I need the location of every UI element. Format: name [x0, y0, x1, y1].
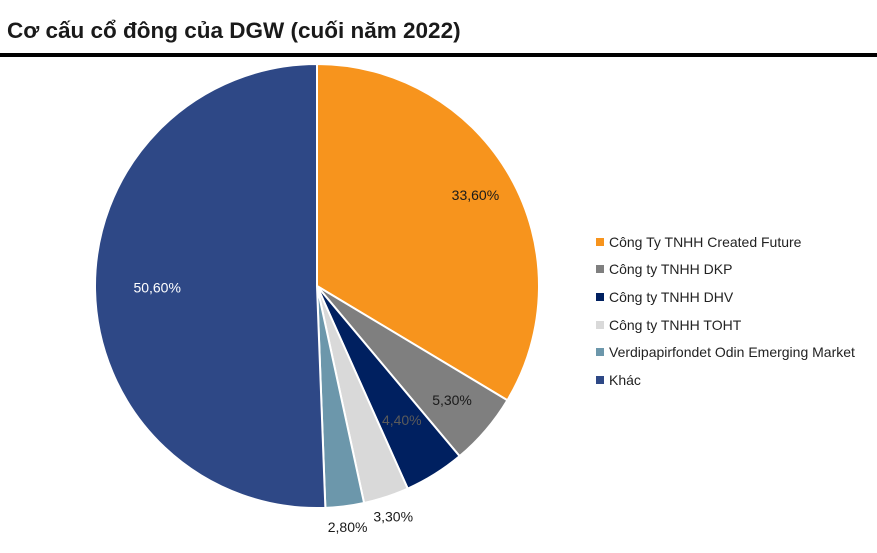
legend-item: Verdipapirfondet Odin Emerging Market	[596, 338, 855, 366]
legend-label: Verdipapirfondet Odin Emerging Market	[609, 344, 855, 361]
slice-data-label: 50,60%	[133, 280, 180, 296]
legend: Công Ty TNHH Created Future Công ty TNHH …	[596, 228, 855, 394]
legend-label: Công Ty TNHH Created Future	[609, 233, 802, 250]
legend-item: Công Ty TNHH Created Future	[596, 228, 855, 256]
legend-item: Công ty TNHH DHV	[596, 283, 855, 311]
legend-item: Công ty TNHH TOHT	[596, 311, 855, 339]
legend-swatch	[596, 237, 604, 246]
pie-slice	[94, 62, 327, 509]
legend-swatch	[596, 348, 604, 357]
chart-title: Cơ cấu cổ đông của DGW (cuối năm 2022)	[7, 18, 461, 43]
legend-item: Công ty TNHH DKP	[596, 256, 855, 284]
slice-data-label: 5,30%	[432, 392, 472, 408]
legend-label: Công ty TNHH TOHT	[609, 316, 742, 333]
slice-data-label: 33,60%	[452, 187, 499, 203]
legend-swatch	[596, 375, 604, 384]
slice-data-label: 4,40%	[382, 412, 422, 428]
legend-label: Công ty TNHH DKP	[609, 261, 733, 278]
slice-data-label: 2,80%	[328, 519, 368, 535]
pie-slice	[316, 62, 540, 402]
legend-swatch	[596, 265, 604, 274]
legend-swatch	[596, 320, 604, 329]
title-underline	[0, 53, 877, 57]
legend-label: Khác	[609, 371, 641, 388]
legend-label: Công ty TNHH DHV	[609, 288, 734, 305]
slice-data-label: 3,30%	[373, 509, 413, 525]
legend-swatch	[596, 292, 604, 301]
legend-item: Khác	[596, 366, 855, 394]
